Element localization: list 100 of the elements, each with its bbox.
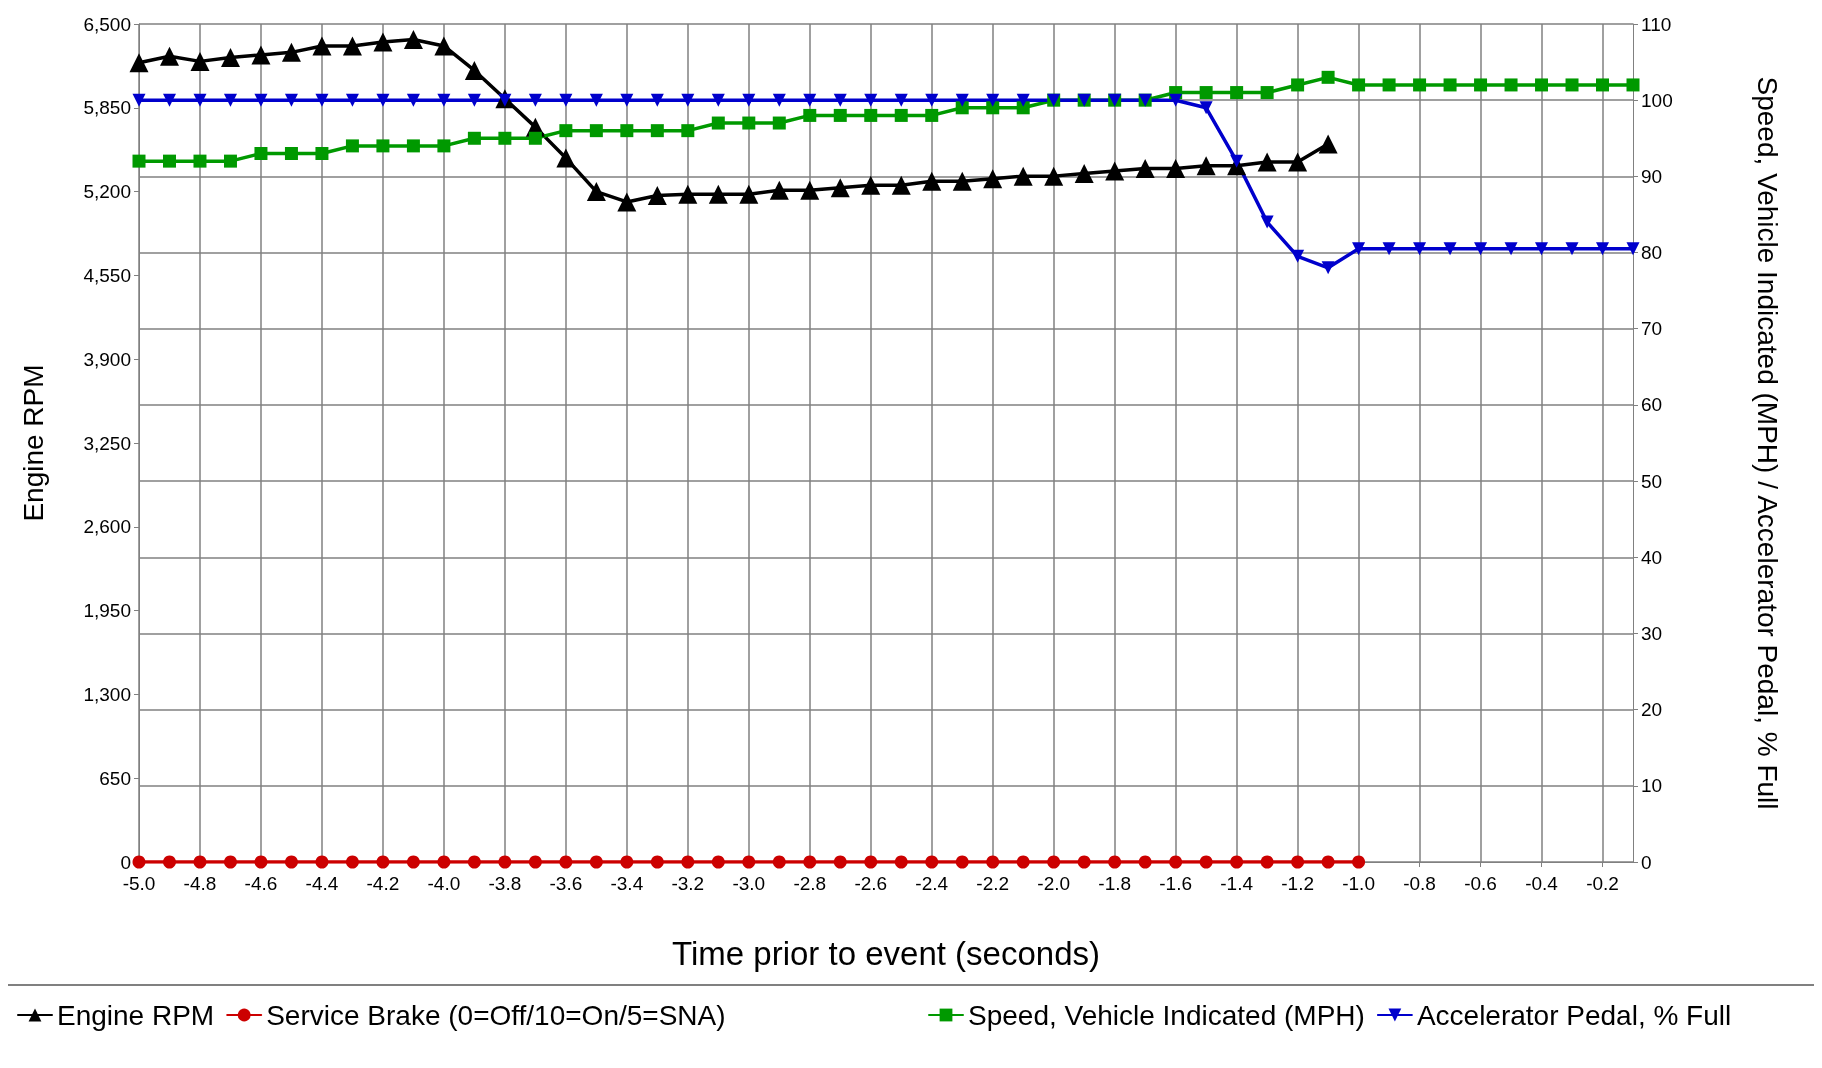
point xyxy=(315,855,329,869)
point xyxy=(434,36,454,56)
point xyxy=(647,185,667,205)
point xyxy=(711,93,725,107)
y2-axis-title: Speed, Vehicle Indicated (MPH) / Accelerator Pedal, % Full xyxy=(1751,76,1783,810)
point xyxy=(772,855,786,869)
x-tick-label: -5.0 xyxy=(122,873,156,894)
x-tick-label: -0.8 xyxy=(1403,873,1436,894)
x-tick-label: -4.8 xyxy=(183,873,217,894)
x-tick-label: -0.2 xyxy=(1586,873,1619,894)
point xyxy=(132,93,146,107)
x-tick-label: -2.2 xyxy=(976,873,1010,894)
point xyxy=(833,855,847,869)
x-tick-label: -4.0 xyxy=(427,873,461,894)
point xyxy=(589,124,603,138)
point xyxy=(1257,152,1277,172)
point xyxy=(1352,242,1366,256)
point xyxy=(1291,78,1305,92)
y2-tick-label: 100 xyxy=(1641,89,1673,111)
point xyxy=(284,93,298,107)
y-tick-label: 650 xyxy=(99,767,131,789)
y-tick-label: 4,550 xyxy=(83,264,131,286)
point xyxy=(559,124,573,138)
point xyxy=(925,108,939,122)
point xyxy=(1413,242,1427,256)
point xyxy=(1413,78,1427,92)
point xyxy=(345,855,359,869)
point xyxy=(254,93,268,107)
y2-tick-label: 30 xyxy=(1641,622,1663,644)
point xyxy=(803,855,817,869)
point xyxy=(528,855,542,869)
y-tick-label: 5,200 xyxy=(83,181,131,203)
point xyxy=(650,93,664,107)
point xyxy=(132,154,146,168)
x-tick-label: -2.8 xyxy=(793,873,827,894)
point xyxy=(739,184,759,204)
y-tick-label: 5,850 xyxy=(83,97,131,119)
y2-tick-label: 80 xyxy=(1641,242,1663,264)
point xyxy=(1230,855,1244,869)
point xyxy=(986,101,1000,115)
point xyxy=(1352,855,1366,869)
point xyxy=(1291,855,1305,869)
point xyxy=(467,93,481,107)
point xyxy=(1291,249,1305,263)
point xyxy=(373,32,393,52)
point xyxy=(1260,215,1274,229)
point xyxy=(1260,855,1274,869)
y-tick-label: 6,500 xyxy=(83,13,131,35)
x-tick-label: -4.6 xyxy=(244,873,278,894)
point xyxy=(586,182,606,202)
point xyxy=(1565,242,1579,256)
point xyxy=(1626,78,1640,92)
x-tick-label: -0.6 xyxy=(1464,873,1497,894)
point xyxy=(467,131,481,145)
point xyxy=(437,139,451,153)
point xyxy=(406,93,420,107)
point xyxy=(163,855,176,869)
point xyxy=(1382,242,1396,256)
point xyxy=(742,93,756,107)
point xyxy=(800,180,820,200)
point xyxy=(193,855,207,869)
point xyxy=(437,93,451,107)
point xyxy=(1199,101,1213,115)
y2-tick-label: 10 xyxy=(1641,775,1663,797)
point xyxy=(1138,855,1152,869)
point xyxy=(1230,154,1244,168)
point xyxy=(742,116,756,130)
point xyxy=(1260,86,1274,100)
point xyxy=(1016,855,1030,869)
point xyxy=(925,93,939,107)
point xyxy=(1443,242,1457,256)
point xyxy=(556,148,576,168)
point xyxy=(678,184,698,204)
point xyxy=(589,93,603,107)
point xyxy=(528,131,542,145)
y2-tick-label: 90 xyxy=(1641,165,1663,187)
point xyxy=(772,93,786,107)
point xyxy=(986,855,1000,869)
point xyxy=(528,93,542,107)
point xyxy=(1135,158,1155,178)
point xyxy=(190,51,210,71)
point xyxy=(925,855,939,869)
point xyxy=(254,147,268,161)
point xyxy=(1199,86,1213,100)
point xyxy=(1474,78,1488,92)
point xyxy=(1382,78,1396,92)
point xyxy=(742,855,756,869)
point xyxy=(223,93,237,107)
x-tick-label: -1.6 xyxy=(1159,873,1193,894)
point xyxy=(559,93,573,107)
point xyxy=(1016,93,1030,107)
x-tick-label: -4.2 xyxy=(366,873,400,894)
point xyxy=(1288,152,1308,172)
point xyxy=(1321,855,1335,869)
point xyxy=(1474,242,1488,256)
point xyxy=(1077,855,1091,869)
x-axis-title: Time prior to event (seconds) xyxy=(672,935,1100,972)
point xyxy=(1318,134,1338,154)
point xyxy=(376,93,390,107)
y2-tick-label: 0 xyxy=(1641,851,1652,873)
